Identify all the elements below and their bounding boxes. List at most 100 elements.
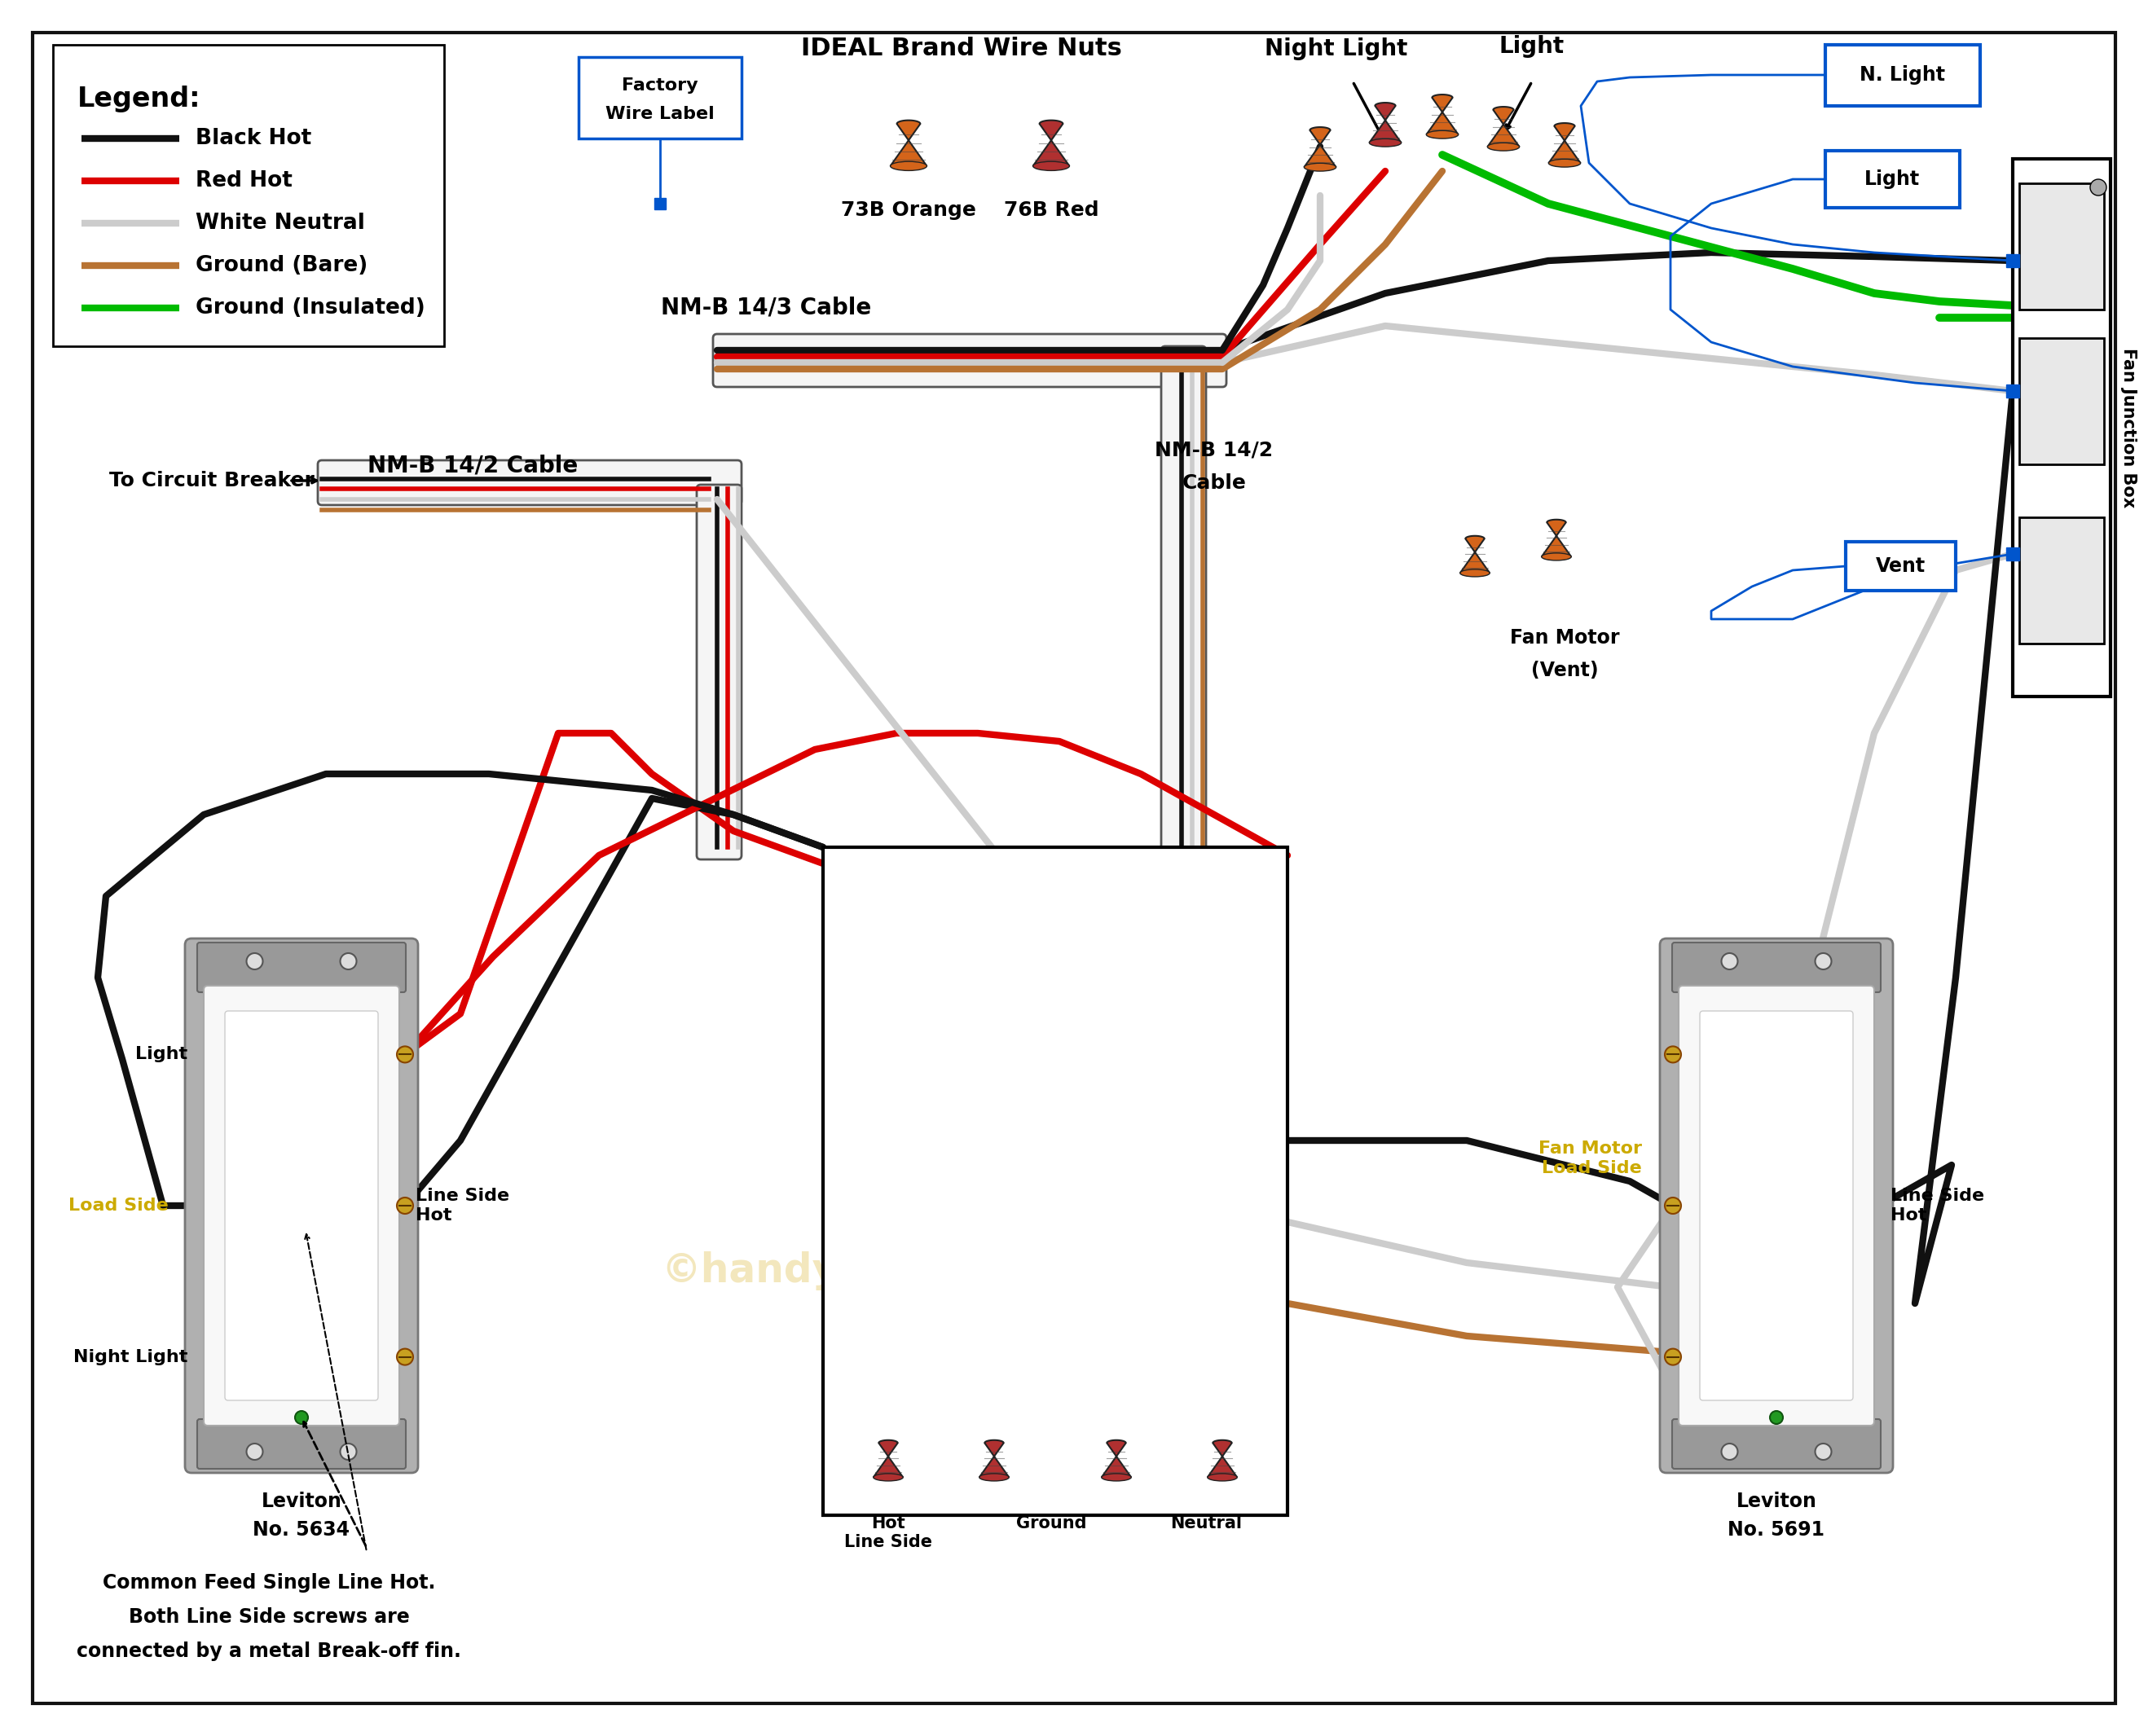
Text: 73B Orange: 73B Orange bbox=[842, 200, 975, 220]
Text: connected by a metal Break-off fin.: connected by a metal Break-off fin. bbox=[77, 1642, 462, 1661]
Text: Red Hot: Red Hot bbox=[195, 170, 292, 191]
FancyBboxPatch shape bbox=[1699, 1010, 1854, 1401]
FancyBboxPatch shape bbox=[198, 1418, 406, 1469]
Circle shape bbox=[294, 1411, 307, 1424]
FancyBboxPatch shape bbox=[696, 484, 741, 859]
Polygon shape bbox=[1486, 108, 1519, 148]
Ellipse shape bbox=[979, 1474, 1010, 1481]
FancyBboxPatch shape bbox=[318, 460, 741, 505]
Text: Line Side
Hot: Line Side Hot bbox=[415, 1187, 509, 1224]
Text: Vent: Vent bbox=[1875, 557, 1925, 576]
Text: Light: Light bbox=[1864, 170, 1920, 189]
Circle shape bbox=[1721, 953, 1738, 969]
Ellipse shape bbox=[1368, 139, 1400, 148]
Text: Line Side
Hot: Line Side Hot bbox=[1890, 1187, 1985, 1224]
Ellipse shape bbox=[874, 1474, 902, 1481]
Text: ©handymanhow.com: ©handymanhow.com bbox=[662, 1252, 1132, 1290]
Text: (Vent): (Vent) bbox=[1532, 661, 1598, 681]
Bar bbox=[54, 45, 445, 345]
Bar bbox=[2019, 339, 2105, 464]
Text: 76B Red: 76B Red bbox=[1003, 200, 1098, 220]
Bar bbox=[2019, 517, 2105, 644]
Circle shape bbox=[1665, 1198, 1682, 1213]
Text: Both Line Side screws are: Both Line Side screws are bbox=[129, 1608, 410, 1627]
Circle shape bbox=[247, 953, 262, 969]
Bar bbox=[2019, 184, 2105, 309]
Circle shape bbox=[1665, 1349, 1682, 1364]
Text: IDEAL Brand Wire Nuts: IDEAL Brand Wire Nuts bbox=[801, 36, 1121, 61]
Polygon shape bbox=[1549, 123, 1581, 163]
Ellipse shape bbox=[1207, 1474, 1237, 1481]
Text: To Circuit Breaker: To Circuit Breaker bbox=[110, 470, 314, 490]
Ellipse shape bbox=[1461, 569, 1491, 576]
Text: Fan Motor
Load Side: Fan Motor Load Side bbox=[1538, 1141, 1641, 1175]
Circle shape bbox=[1665, 1047, 1682, 1062]
Text: No. 5691: No. 5691 bbox=[1727, 1521, 1826, 1540]
Text: Black Hot: Black Hot bbox=[195, 128, 311, 149]
Text: Common Feed Single Line Hot.: Common Feed Single Line Hot. bbox=[103, 1573, 436, 1592]
Text: Ground (Insulated): Ground (Insulated) bbox=[195, 297, 425, 318]
Text: Light: Light bbox=[135, 1047, 187, 1062]
Polygon shape bbox=[1033, 120, 1070, 167]
FancyBboxPatch shape bbox=[1671, 1418, 1882, 1469]
Polygon shape bbox=[1542, 519, 1570, 557]
Polygon shape bbox=[979, 1441, 1010, 1477]
Circle shape bbox=[397, 1349, 412, 1364]
Text: Factory: Factory bbox=[623, 78, 698, 94]
Circle shape bbox=[1815, 1444, 1832, 1460]
Text: Wire Label: Wire Label bbox=[606, 106, 715, 122]
Ellipse shape bbox=[1542, 554, 1570, 561]
FancyBboxPatch shape bbox=[713, 333, 1227, 387]
Text: NM-B 14/2 Cable: NM-B 14/2 Cable bbox=[367, 455, 578, 477]
Ellipse shape bbox=[1549, 160, 1581, 167]
Circle shape bbox=[397, 1198, 412, 1213]
FancyBboxPatch shape bbox=[1162, 345, 1205, 908]
Bar bbox=[1826, 151, 1959, 208]
FancyBboxPatch shape bbox=[1660, 939, 1892, 1472]
Text: Fan Junction Box: Fan Junction Box bbox=[2120, 347, 2137, 507]
Text: Night Light: Night Light bbox=[73, 1349, 187, 1364]
Text: Legend:: Legend: bbox=[77, 85, 202, 113]
Polygon shape bbox=[1368, 102, 1400, 142]
Polygon shape bbox=[1426, 94, 1458, 135]
Text: Ground: Ground bbox=[1016, 1516, 1087, 1531]
Bar bbox=[578, 57, 741, 139]
Text: NM-B 14/3 Cable: NM-B 14/3 Cable bbox=[662, 295, 872, 318]
Polygon shape bbox=[1461, 536, 1491, 573]
Ellipse shape bbox=[1486, 142, 1519, 151]
Circle shape bbox=[247, 1444, 262, 1460]
Polygon shape bbox=[1304, 127, 1336, 167]
Text: NM-B 14/2: NM-B 14/2 bbox=[1156, 441, 1274, 460]
Circle shape bbox=[339, 1444, 357, 1460]
Bar bbox=[2013, 160, 2111, 696]
Polygon shape bbox=[889, 120, 926, 167]
FancyBboxPatch shape bbox=[204, 986, 400, 1425]
Text: Light: Light bbox=[1499, 35, 1564, 57]
Ellipse shape bbox=[889, 161, 926, 170]
Ellipse shape bbox=[1426, 130, 1458, 139]
Text: Fan Motor: Fan Motor bbox=[1510, 628, 1620, 648]
Text: Neutral: Neutral bbox=[1171, 1516, 1242, 1531]
Text: N. Light: N. Light bbox=[1860, 66, 1946, 85]
Text: Cable: Cable bbox=[1181, 474, 1246, 493]
FancyBboxPatch shape bbox=[198, 943, 406, 993]
Ellipse shape bbox=[1033, 161, 1070, 170]
Circle shape bbox=[397, 1047, 412, 1062]
Text: Ground (Bare): Ground (Bare) bbox=[195, 255, 367, 276]
Circle shape bbox=[1770, 1411, 1783, 1424]
Bar bbox=[1845, 542, 1955, 590]
Text: White Neutral: White Neutral bbox=[195, 212, 365, 234]
Text: Hot
Line Side: Hot Line Side bbox=[844, 1516, 932, 1550]
Circle shape bbox=[339, 953, 357, 969]
Ellipse shape bbox=[1304, 163, 1336, 172]
FancyBboxPatch shape bbox=[185, 939, 419, 1472]
Text: Load Side: Load Side bbox=[69, 1198, 168, 1213]
Circle shape bbox=[1721, 1444, 1738, 1460]
Bar bbox=[1826, 45, 1980, 106]
Text: No. 5634: No. 5634 bbox=[253, 1521, 350, 1540]
Bar bbox=[823, 847, 1287, 1516]
FancyBboxPatch shape bbox=[1678, 986, 1875, 1425]
Circle shape bbox=[2090, 179, 2107, 196]
Text: Night Light: Night Light bbox=[1265, 38, 1407, 61]
Polygon shape bbox=[1207, 1441, 1237, 1477]
